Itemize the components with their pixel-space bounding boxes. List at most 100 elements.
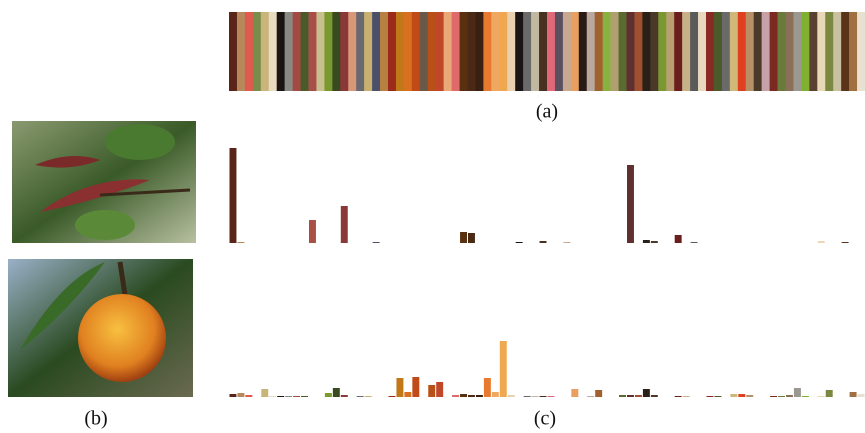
histogram-bar xyxy=(507,395,515,397)
palette-stripe xyxy=(284,12,293,91)
histogram-bar xyxy=(650,241,658,243)
histogram-bar xyxy=(460,232,467,243)
palette-stripe xyxy=(475,12,484,91)
histogram-bar xyxy=(404,392,412,397)
histogram-bar xyxy=(650,395,658,397)
palette-stripe xyxy=(658,12,667,91)
histogram-bar xyxy=(857,394,865,397)
palette-stripe xyxy=(229,12,238,91)
histogram-bar xyxy=(340,206,348,243)
histogram-bar xyxy=(412,377,420,397)
palette-stripe xyxy=(531,12,540,91)
palette-stripe xyxy=(857,12,865,91)
palette-stripe xyxy=(316,12,325,91)
histogram-bar xyxy=(825,390,833,397)
histogram-bar xyxy=(674,235,682,243)
histogram-bar xyxy=(627,165,634,243)
palette-stripe xyxy=(729,12,739,91)
palette-stripe xyxy=(435,12,444,91)
histogram-bar xyxy=(301,396,308,397)
palette-stripe xyxy=(801,12,810,91)
palette-stripe xyxy=(562,12,572,91)
palette-stripe xyxy=(610,12,619,91)
palette-stripe xyxy=(761,12,770,91)
palette-stripe xyxy=(539,12,548,91)
histogram-bar xyxy=(793,388,801,397)
palette-stripe xyxy=(244,12,254,91)
palette-stripe xyxy=(833,12,842,91)
palette-stripe xyxy=(849,12,858,91)
histogram-bar xyxy=(229,148,237,243)
histogram-bar xyxy=(539,396,547,397)
histogram-bar xyxy=(499,341,507,397)
palette-stripe xyxy=(817,12,826,91)
histogram-bar xyxy=(285,396,293,397)
histogram-bar xyxy=(245,395,253,397)
palette-stripe xyxy=(706,12,715,91)
histogram-bar xyxy=(690,242,698,243)
palette-stripe xyxy=(459,12,468,91)
palette-stripe xyxy=(427,12,436,91)
label-a: (a) xyxy=(536,101,558,123)
palette-stripe xyxy=(690,12,699,91)
palette-stripe xyxy=(483,12,492,91)
histogram-bar xyxy=(364,396,372,397)
histogram-bar xyxy=(515,242,523,243)
palette-stripe xyxy=(499,12,508,91)
histogram-bar xyxy=(531,396,539,397)
histogram-bar xyxy=(571,389,579,397)
palette-stripe xyxy=(364,12,373,91)
histogram-bar xyxy=(706,396,714,397)
histogram-bar xyxy=(523,396,531,397)
histogram-bar xyxy=(468,233,475,243)
palette-stripe xyxy=(276,12,285,91)
palette-stripe xyxy=(380,12,389,91)
palette-stripe xyxy=(308,12,317,91)
histogram-bar xyxy=(277,396,285,397)
palette-stripe xyxy=(713,12,723,91)
histogram-bar xyxy=(817,241,825,243)
histogram-bar xyxy=(547,396,555,397)
histogram-bar xyxy=(778,396,785,397)
palette-stripe xyxy=(491,12,500,91)
palette-stripe xyxy=(674,12,683,91)
palette-stripe xyxy=(737,12,747,91)
palette-stripe xyxy=(682,12,691,91)
histogram-bar xyxy=(849,392,857,397)
histogram-bar xyxy=(738,394,746,397)
palette-stripe xyxy=(618,12,627,91)
palette-stripe xyxy=(443,12,452,91)
palette-stripe xyxy=(594,12,603,91)
palette-stripe xyxy=(340,12,349,91)
palette-stripe xyxy=(825,12,834,91)
palette-stripe xyxy=(666,12,675,91)
histogram-bar xyxy=(817,396,825,397)
histogram-bar xyxy=(786,395,793,397)
histogram-bar xyxy=(396,378,404,397)
histogram-bar xyxy=(595,390,603,397)
palette-stripe xyxy=(268,12,277,91)
histogram-bar xyxy=(714,396,722,397)
histogram-bar xyxy=(388,396,396,397)
palette-stripe xyxy=(467,12,476,91)
palette-stripe xyxy=(809,12,818,91)
label-c: (c) xyxy=(534,408,556,430)
histogram-bar xyxy=(634,395,642,397)
palette-stripe xyxy=(523,12,532,91)
histogram-bar xyxy=(475,395,483,397)
palette-stripe xyxy=(372,12,381,91)
palette-stripe xyxy=(745,12,754,91)
histogram-bar xyxy=(332,388,340,397)
palette-stripe xyxy=(356,12,365,91)
palette-stripe xyxy=(841,12,850,91)
histogram-bar xyxy=(539,241,547,243)
palette-stripe xyxy=(698,12,707,91)
histogram-bar xyxy=(428,385,436,397)
histogram-bar xyxy=(746,395,754,397)
palette-stripe xyxy=(451,12,460,91)
histogram-bar xyxy=(801,396,809,397)
fruit-photo xyxy=(8,259,193,397)
histogram-bar xyxy=(468,395,475,397)
palette-stripe xyxy=(785,12,794,91)
